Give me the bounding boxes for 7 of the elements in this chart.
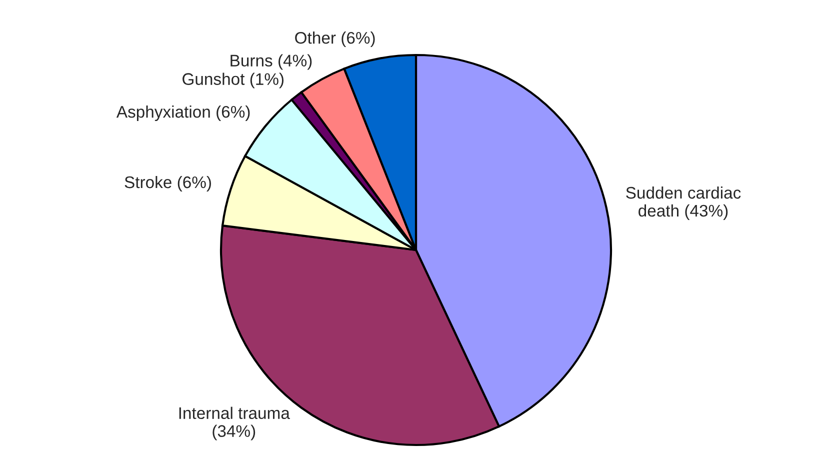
slice-label: Burns (4%) xyxy=(230,54,312,70)
slice-label: Sudden cardiac death (43%) xyxy=(626,186,741,220)
slice-label: Other (6%) xyxy=(295,32,375,48)
slice-label: Internal trauma (34%) xyxy=(179,406,290,440)
slice-label: Asphyxiation (6%) xyxy=(116,106,250,122)
slice-label: Stroke (6%) xyxy=(124,176,211,192)
slice-label: Gunshot (1%) xyxy=(182,72,284,88)
